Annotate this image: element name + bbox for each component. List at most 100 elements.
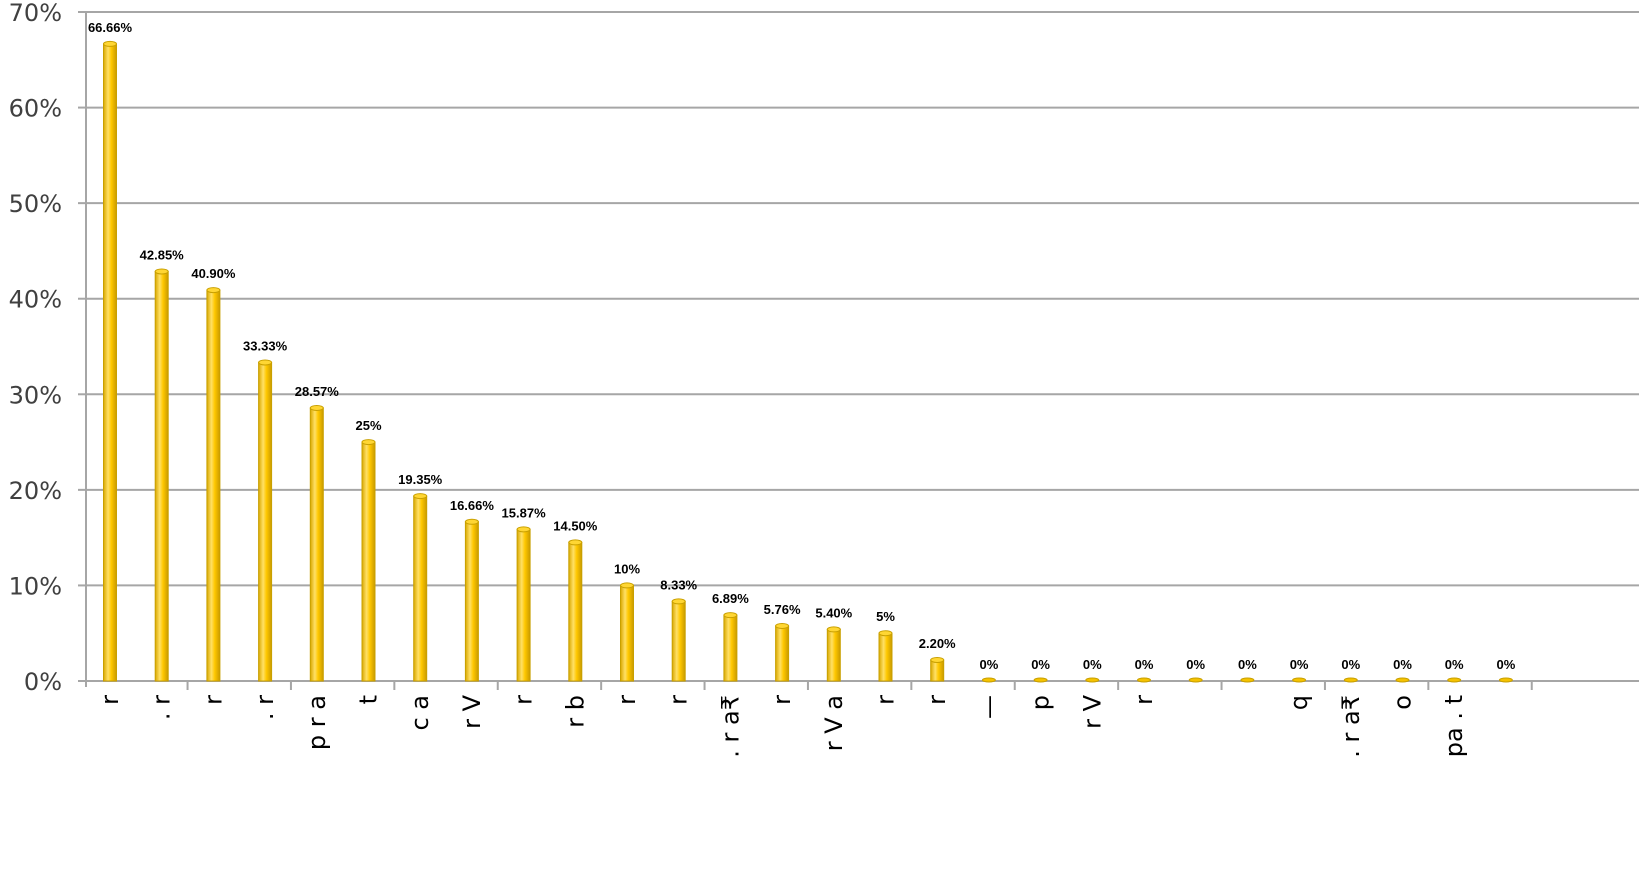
bar: [1343, 677, 1358, 683]
bar-cap: [775, 622, 790, 629]
data-label: 0%: [980, 657, 999, 672]
bar: [206, 289, 221, 682]
bar: [930, 659, 945, 682]
data-label: 5%: [876, 609, 895, 624]
x-tick-label: c a: [406, 695, 434, 731]
gridlines: [86, 11, 1639, 587]
bar: [1395, 677, 1410, 683]
bar: [464, 521, 479, 682]
bar-cap: [516, 526, 531, 533]
bar: [1292, 677, 1307, 683]
data-label: 14.50%: [553, 518, 598, 533]
bar-cap: [258, 359, 273, 366]
bar: [723, 614, 738, 682]
x-tick-label: —: [975, 695, 1003, 719]
x-tick-label: o: [1389, 695, 1417, 710]
bar-cap: [826, 626, 841, 633]
x-tick-label: p r a: [303, 695, 331, 750]
x-tick-label: r: [199, 695, 227, 705]
x-tick-label: r: [96, 695, 124, 705]
x-tick-label: r: [768, 695, 796, 705]
bar: [1188, 677, 1203, 683]
bar-cap: [309, 404, 324, 411]
bar: [309, 407, 324, 682]
data-label: 16.66%: [450, 498, 495, 513]
bar-cap: [154, 268, 169, 275]
bar: [1240, 677, 1255, 683]
x-tick-label: r: [613, 695, 641, 705]
bars: [103, 40, 1513, 683]
bar: [981, 677, 996, 683]
x-tick-label: . r a₹: [1337, 695, 1365, 758]
data-label: 0%: [1186, 657, 1205, 672]
bar-cap: [568, 539, 583, 546]
x-axis-tick-labels: r . r r . r p r a t c a r V r r b r r . r a₹ r r V a r r…: [96, 694, 1468, 757]
bar-cap: [103, 40, 117, 47]
y-tick-label: 60%: [9, 95, 62, 123]
bar: [568, 541, 583, 682]
data-label: 25%: [355, 418, 381, 433]
bar: [1137, 677, 1151, 683]
bar: [775, 625, 790, 682]
bar-cap: [361, 439, 376, 446]
bar: [413, 495, 428, 682]
data-labels: 66.66% 42.85% 40.90% 33.33% 28.57% 25% 19.35% 1…: [88, 20, 1516, 672]
bar: [258, 361, 273, 682]
x-tick-label: t: [355, 695, 383, 704]
y-tick-label: 0%: [24, 668, 62, 696]
bar-cap: [206, 287, 221, 294]
bar: [878, 632, 893, 682]
x-tick-label: q: [1285, 695, 1313, 710]
data-label: 66.66%: [88, 20, 133, 35]
y-tick-label: 30%: [9, 381, 62, 409]
x-tick-label: r V a: [820, 695, 848, 751]
x-tick-label: pa . t: [1440, 695, 1468, 757]
data-label: 6.89%: [712, 591, 749, 606]
bar-cap: [878, 630, 893, 637]
bar: [620, 584, 634, 682]
data-label: 0%: [1290, 657, 1309, 672]
bar-cap: [620, 582, 634, 589]
bar: [103, 43, 117, 682]
x-tick-label: r: [872, 695, 900, 705]
y-tick-label: 50%: [9, 190, 62, 218]
x-tick-label: . r: [148, 695, 176, 720]
data-label: 0%: [1135, 657, 1154, 672]
x-tick-label: r V: [1078, 694, 1106, 728]
data-label: 19.35%: [398, 472, 443, 487]
y-tick-label: 20%: [9, 477, 62, 505]
data-label: 0%: [1497, 657, 1516, 672]
bar: [361, 441, 376, 682]
bar: [1033, 677, 1048, 683]
x-tick-label: r b: [561, 695, 589, 728]
data-label: 0%: [1445, 657, 1464, 672]
bar: [516, 528, 531, 682]
data-label: 0%: [1341, 657, 1360, 672]
axes: [78, 11, 1639, 690]
y-axis-ticks: 0% 10% 20% 30% 40% 50% 60% 70%: [9, 0, 62, 696]
data-label: 40.90%: [191, 266, 236, 281]
data-label: 0%: [1238, 657, 1257, 672]
y-tick-label: 40%: [9, 286, 62, 314]
data-label: 5.76%: [764, 602, 801, 617]
data-label: 0%: [1031, 657, 1050, 672]
x-tick-label: r: [923, 695, 951, 705]
bar-cap: [930, 656, 945, 663]
x-tick-label: r V: [458, 694, 486, 728]
bar: [671, 600, 686, 682]
x-tick-label: p: [1027, 695, 1055, 710]
y-tick-label: 10%: [9, 572, 62, 600]
x-tick-label: . r: [251, 695, 279, 720]
data-label: 8.33%: [660, 577, 697, 592]
data-label: 10%: [614, 561, 640, 576]
bar-cap: [723, 612, 738, 619]
x-tick-label: r: [1130, 695, 1158, 705]
data-label: 0%: [1083, 657, 1102, 672]
bar-cap: [671, 598, 686, 605]
data-label: 28.57%: [295, 384, 340, 399]
x-tick-label: r: [510, 695, 538, 705]
bar: [1498, 677, 1513, 683]
bar: [826, 628, 841, 682]
data-label: 5.40%: [815, 605, 852, 620]
